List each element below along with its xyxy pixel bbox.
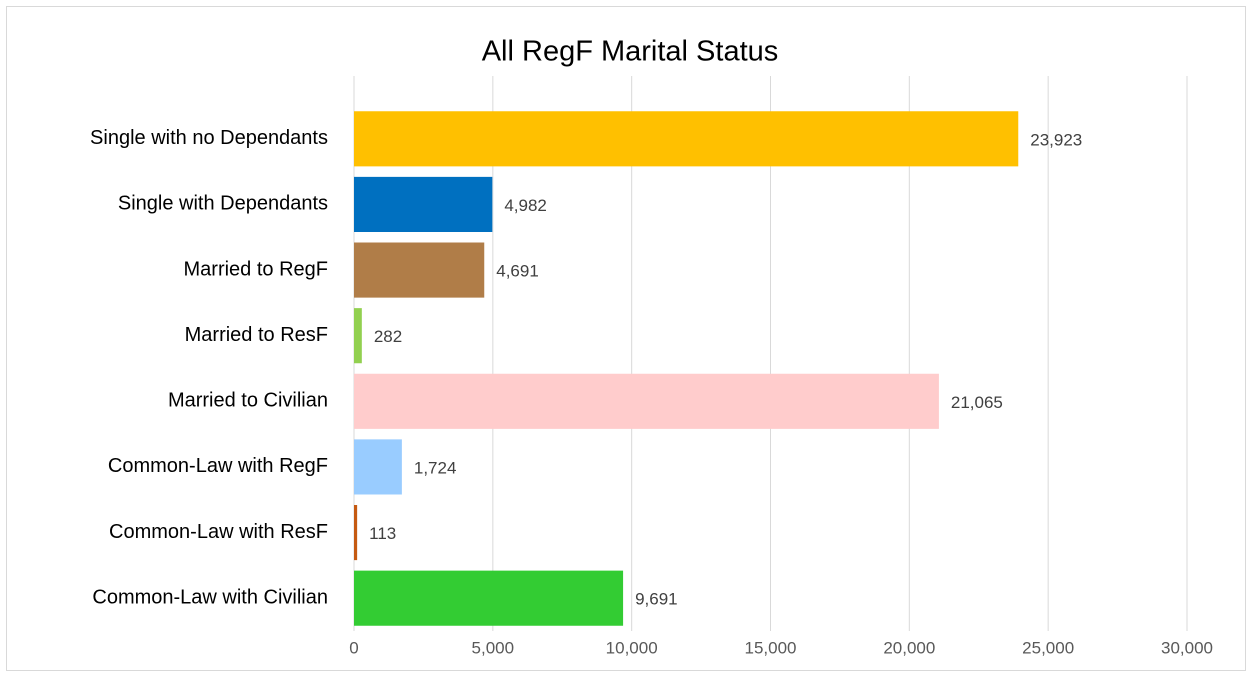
data-label: 113 xyxy=(369,524,396,543)
data-label: 4,982 xyxy=(504,196,547,215)
x-tick-label: 25,000 xyxy=(1022,638,1074,657)
data-label: 4,691 xyxy=(496,262,539,281)
y-tick-label: Married to ResF xyxy=(185,324,328,346)
bar xyxy=(354,176,493,232)
data-label: 1,724 xyxy=(414,458,457,477)
x-tick-label: 0 xyxy=(349,638,358,657)
bar xyxy=(354,111,1019,167)
data-label: 9,691 xyxy=(635,590,678,609)
y-tick-label: Married to Civilian xyxy=(168,390,328,412)
bar xyxy=(354,505,358,561)
chart-title: All RegF Marital Status xyxy=(482,36,779,68)
y-tick-label: Common-Law with ResF xyxy=(109,521,328,543)
bar xyxy=(354,308,362,364)
y-tick-label: Single with no Dependants xyxy=(90,127,328,149)
x-tick-label: 10,000 xyxy=(606,638,658,657)
x-tick-label: 20,000 xyxy=(883,638,935,657)
bar xyxy=(354,439,402,495)
data-label: 282 xyxy=(374,327,402,346)
data-label: 21,065 xyxy=(951,393,1003,412)
y-tick-label: Married to RegF xyxy=(184,258,329,280)
x-tick-label: 30,000 xyxy=(1161,638,1213,657)
y-tick-label: Single with Dependants xyxy=(118,193,328,215)
y-tick-label: Common-Law with RegF xyxy=(108,455,328,477)
bar xyxy=(354,373,939,429)
data-label: 23,923 xyxy=(1030,130,1082,149)
x-tick-label: 15,000 xyxy=(745,638,797,657)
y-tick-label: Common-Law with Civilian xyxy=(92,586,328,608)
bar xyxy=(354,570,624,626)
bar xyxy=(354,242,485,298)
x-tick-label: 5,000 xyxy=(472,638,515,657)
